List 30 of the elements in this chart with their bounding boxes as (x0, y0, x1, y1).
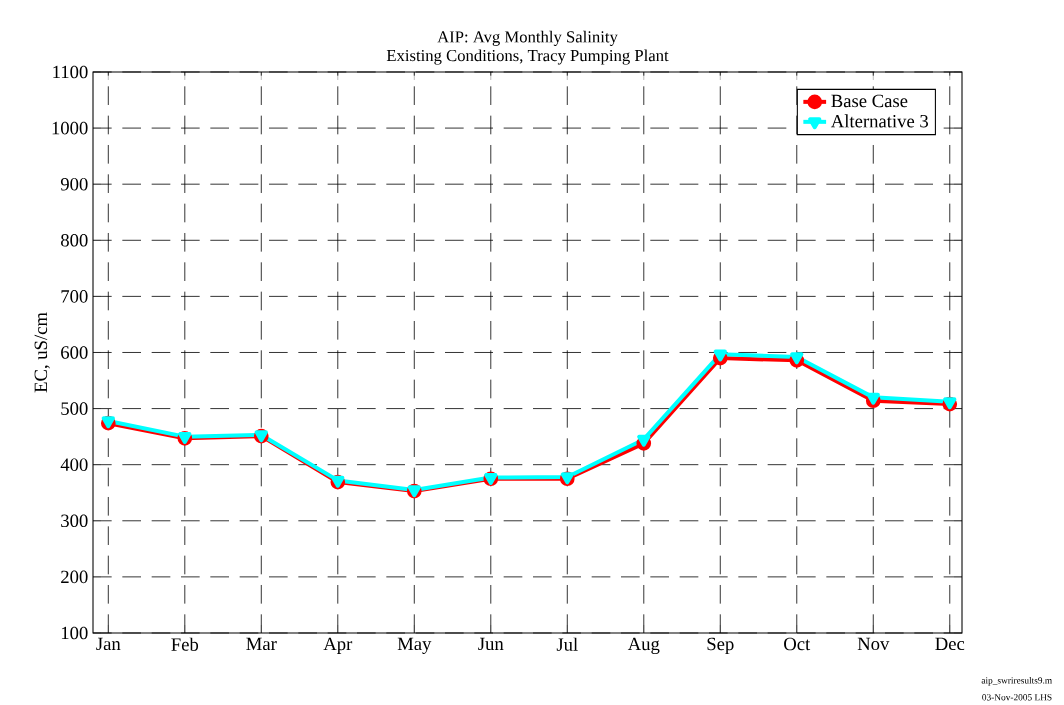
x-tick-label: Oct (784, 637, 811, 651)
y-tick-label: 700 (61, 290, 88, 303)
y-tick-label: 400 (60, 458, 88, 471)
y-tick-label: 500 (61, 402, 88, 415)
y-tick-label: 200 (61, 570, 88, 584)
y-tick-label: 800 (61, 233, 88, 247)
legend-label: Alternative 3 (830, 114, 929, 128)
x-tick-label: Apr (323, 637, 353, 654)
y-tick-label: 900 (60, 177, 88, 191)
legend-label: Base Case (831, 94, 908, 108)
x-tick-label: Jun (478, 637, 504, 651)
y-tick-label: 300 (61, 514, 88, 528)
text: 03-Nov-2005 LHS (982, 694, 1052, 701)
x-tick-label: Sep (707, 637, 734, 655)
chart-subtitle: Existing Conditions, Tracy Pumping Plant (386, 49, 669, 65)
y-tick-label: 1100 (53, 65, 88, 79)
y-tick-label: 100 (61, 626, 88, 640)
text: aip_swriresults9.m (981, 677, 1052, 686)
y-tick-label: 1000 (52, 121, 88, 135)
y-tick-label: 600 (61, 346, 88, 359)
x-tick-label: Aug (627, 637, 660, 655)
x-tick-label: Dec (935, 637, 965, 651)
x-tick-label: Nov (857, 637, 890, 651)
chart-title: AIP: Avg Monthly Salinity (437, 30, 618, 46)
y-axis-title: EC, uS/cm (34, 312, 50, 393)
x-tick-label: May (397, 637, 432, 654)
x-tick-label: Mar (246, 637, 277, 651)
x-tick-label: Jul (556, 637, 578, 651)
x-tick-label: Jan (96, 637, 121, 651)
x-tick-label: Feb (171, 637, 199, 651)
